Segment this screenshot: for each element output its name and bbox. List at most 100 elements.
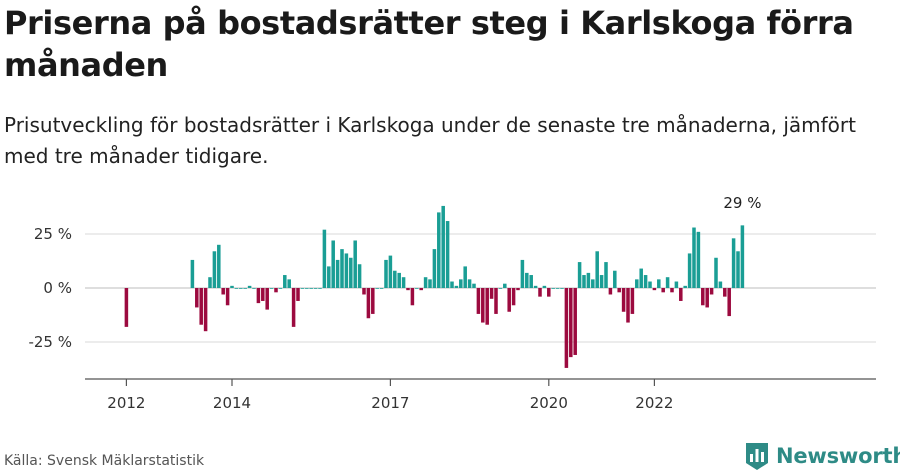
bar — [503, 283, 507, 288]
bar — [344, 253, 349, 288]
bar — [459, 279, 463, 288]
bar — [481, 288, 485, 323]
bar — [445, 221, 450, 288]
bar — [621, 288, 626, 312]
bar — [617, 288, 621, 293]
bar — [362, 288, 366, 295]
tick-labels: 25 % 0 % -25 % 2012 2014 2017 2020 2022 29 % — [28, 194, 761, 412]
bar — [261, 288, 265, 301]
chart-title: Priserna på bostadsrätter steg i Karlsko… — [4, 4, 854, 84]
bar — [705, 288, 709, 308]
bar — [718, 281, 723, 288]
y-tick-label: -25 % — [28, 333, 72, 351]
bar — [498, 288, 503, 289]
bar — [577, 262, 582, 288]
bar — [516, 288, 520, 291]
bar — [217, 244, 221, 288]
bar — [318, 288, 322, 289]
bar — [230, 285, 234, 288]
bar — [538, 288, 542, 297]
y-tick-label: 25 % — [34, 225, 72, 243]
bar — [494, 288, 498, 314]
bar — [551, 288, 555, 289]
bar — [573, 288, 577, 355]
bar — [195, 288, 199, 308]
bar — [234, 288, 239, 289]
bar — [353, 240, 357, 288]
bar — [670, 288, 674, 293]
bar — [208, 277, 212, 288]
chart-subtitle: Prisutveckling för bostadsrätter i Karls… — [4, 113, 856, 168]
bar — [555, 288, 560, 289]
bar — [278, 288, 283, 289]
bar — [410, 288, 415, 306]
bar — [529, 275, 533, 288]
bars — [124, 205, 745, 368]
bar — [393, 270, 397, 288]
bar — [476, 288, 481, 314]
x-tick-label: 2017 — [371, 394, 409, 412]
bar — [463, 266, 467, 288]
bar — [652, 288, 657, 291]
grid-lines — [85, 233, 876, 343]
bar — [485, 288, 489, 325]
bar — [203, 288, 208, 332]
last-value-annotation: 29 % — [723, 194, 761, 212]
axes — [85, 378, 876, 386]
x-tick-label: 2014 — [213, 394, 251, 412]
bar — [533, 285, 538, 288]
bar — [674, 281, 679, 288]
bar — [723, 288, 727, 297]
bar — [437, 212, 441, 288]
bar — [335, 259, 340, 288]
bar — [397, 272, 401, 288]
bar — [212, 251, 217, 288]
bar — [296, 288, 300, 301]
source-note: Källa: Svensk Mäklarstatistik — [4, 453, 205, 469]
bar — [635, 279, 639, 288]
bar — [305, 288, 309, 289]
bar — [608, 288, 613, 295]
bar — [525, 272, 529, 288]
bar — [665, 277, 670, 288]
bar — [406, 288, 410, 291]
bar — [586, 272, 591, 288]
bar — [560, 288, 564, 289]
bar — [542, 285, 547, 288]
bar — [683, 285, 687, 288]
bar — [630, 288, 635, 314]
bar — [375, 288, 379, 289]
y-tick-label: 0 % — [43, 279, 72, 297]
bar — [287, 279, 291, 288]
bar — [371, 288, 375, 314]
bar — [265, 288, 269, 310]
bar — [366, 288, 371, 319]
bar — [454, 285, 459, 288]
bar — [243, 288, 247, 289]
bar — [428, 279, 432, 288]
bar — [727, 288, 731, 317]
bar — [740, 225, 745, 288]
x-tick-label: 2012 — [107, 394, 145, 412]
brand-name: Newsworthy — [776, 444, 900, 468]
bar — [626, 288, 630, 323]
bar — [547, 288, 551, 297]
bar — [736, 251, 740, 288]
bar — [582, 275, 586, 288]
bar — [247, 285, 252, 288]
bar — [300, 288, 305, 289]
bar — [489, 288, 494, 299]
bar — [472, 283, 476, 288]
bar — [595, 251, 599, 288]
bar — [599, 275, 604, 288]
bar — [419, 288, 423, 291]
bar — [225, 288, 230, 306]
bar — [591, 279, 595, 288]
bar-chart-logo-icon — [746, 443, 768, 470]
bar — [340, 249, 344, 288]
bar — [520, 259, 525, 288]
bar — [687, 253, 692, 288]
bar — [696, 231, 701, 288]
brand[interactable]: Newsworthy — [744, 440, 900, 472]
bar — [511, 288, 516, 306]
